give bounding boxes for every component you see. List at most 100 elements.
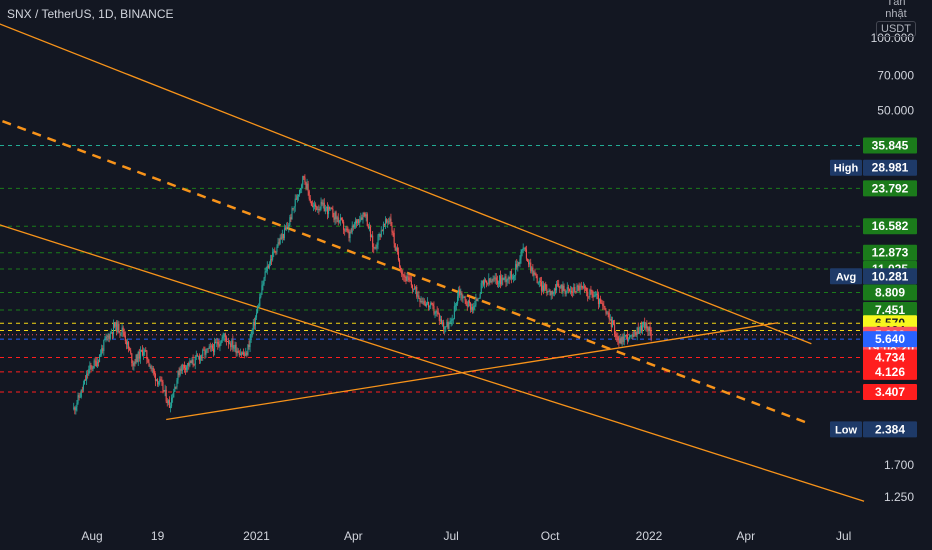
symbol-title[interactable]: SNX / TetherUS, 1D, BINANCE [7, 7, 174, 21]
candle [458, 286, 460, 301]
candle [612, 320, 615, 326]
candle [105, 333, 107, 343]
candle [594, 290, 596, 298]
candle [617, 332, 619, 345]
candle [432, 302, 434, 310]
candle [87, 369, 89, 379]
candle [404, 271, 406, 283]
candle [295, 194, 297, 200]
candle [176, 377, 178, 390]
candle [107, 332, 109, 342]
price-axis[interactable]: 100.000 70.000 50.000 1.700 1.250 [871, 31, 915, 504]
candle [183, 361, 186, 373]
candle [117, 320, 119, 334]
candle [331, 206, 333, 210]
candle [217, 338, 219, 350]
candle [449, 317, 451, 324]
price-tag-10.281[interactable]: 10.281 Avg [830, 268, 917, 285]
trendline-support-rising[interactable] [166, 322, 779, 421]
candle [564, 288, 566, 297]
candle [341, 217, 344, 224]
candle [535, 272, 537, 279]
candle [77, 392, 79, 405]
candle [434, 311, 436, 319]
candle [598, 298, 601, 308]
candle [406, 272, 408, 282]
candle [379, 233, 381, 240]
candle [152, 365, 154, 376]
candle [300, 187, 302, 194]
candle [554, 284, 556, 295]
candle [345, 225, 347, 233]
candle [282, 233, 284, 241]
candle [636, 326, 638, 341]
candle [102, 345, 104, 354]
price-tag-28.981[interactable]: 28.981 High [830, 159, 917, 176]
candle [196, 353, 198, 357]
candle [611, 316, 613, 328]
price-tag-16.582[interactable]: 16.582 [863, 218, 917, 235]
price-tag-8.809[interactable]: 8.809 [863, 284, 917, 301]
price-tag-3.407[interactable]: 3.407 [863, 383, 917, 400]
candle [417, 291, 419, 302]
candle [444, 326, 446, 334]
candle [650, 327, 652, 342]
candle [600, 295, 602, 304]
candle [215, 338, 217, 344]
candle [124, 331, 126, 344]
price-tag-2.384[interactable]: 2.384 Low [830, 421, 917, 438]
candle [91, 365, 93, 372]
price-tag-5.640[interactable]: 5.640 [863, 331, 917, 348]
time-axis[interactable]: Aug 19 2021 Apr Jul Oct 2022 Apr Jul [81, 529, 851, 543]
candle [586, 287, 588, 297]
candle [84, 375, 87, 381]
candle [263, 276, 265, 286]
candle [543, 281, 545, 295]
candle [443, 319, 445, 334]
candle [302, 175, 304, 189]
candle [195, 350, 197, 360]
candle [412, 288, 415, 293]
candle [441, 320, 444, 327]
candle [358, 218, 360, 225]
candle [232, 335, 234, 352]
candle [625, 334, 627, 340]
candle [243, 348, 245, 357]
candle [504, 273, 506, 283]
candle [480, 280, 482, 295]
candle [249, 333, 251, 353]
candle [138, 348, 140, 362]
candle [103, 339, 105, 356]
scale-mode-button[interactable]: Tần nhật USDT [876, 0, 916, 37]
candle [471, 303, 473, 312]
trendline-channel-mid[interactable] [0, 99, 812, 426]
candle [401, 267, 403, 278]
candle [425, 301, 427, 308]
candle [310, 200, 312, 207]
price-tag-value: 5.640 [875, 332, 905, 346]
price-tag-23.792[interactable]: 23.792 [863, 180, 917, 197]
price-tag-12.873[interactable]: 12.873 [863, 244, 917, 261]
candle [150, 364, 152, 372]
price-tag-35.845[interactable]: 35.845 [863, 137, 917, 154]
trendline-channel-lower[interactable] [0, 207, 865, 502]
price-tag-4.126[interactable]: 4.126 [863, 363, 917, 380]
candle [177, 370, 179, 384]
candle [445, 325, 447, 333]
candle [279, 234, 281, 245]
candle [237, 348, 239, 354]
candle [578, 282, 580, 293]
price-tag-4.734[interactable]: 4.734 [863, 349, 917, 366]
candle [135, 354, 137, 365]
candle [601, 299, 603, 305]
candle [522, 243, 524, 253]
candle [498, 275, 501, 287]
candle [93, 358, 95, 369]
candle [192, 354, 194, 368]
price-tag-value: 23.792 [872, 181, 909, 195]
price-tag-7.451[interactable]: 7.451 [863, 302, 917, 319]
candle [569, 285, 572, 295]
candle [265, 266, 267, 273]
trendline-channel-upper[interactable] [0, 0, 812, 345]
